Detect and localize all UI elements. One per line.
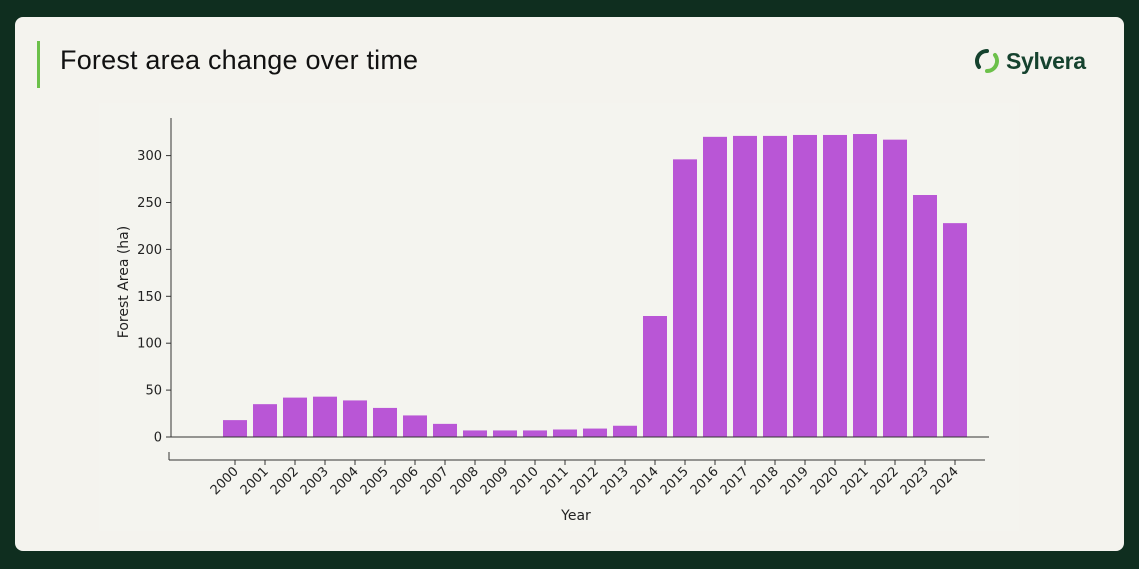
x-tick-label: 2017 xyxy=(718,464,752,498)
bar-2024 xyxy=(943,223,967,437)
x-tick-label: 2002 xyxy=(268,464,302,498)
x-tick-label: 2020 xyxy=(808,464,842,498)
x-tick-label: 2018 xyxy=(748,464,782,498)
x-tick-label: 2004 xyxy=(328,464,362,498)
bar-2010 xyxy=(523,430,547,437)
bar-2012 xyxy=(583,428,607,437)
x-tick-label: 2006 xyxy=(388,464,422,498)
x-tick-label: 2001 xyxy=(238,464,272,498)
bar-2016 xyxy=(703,136,727,437)
x-tick-label: 2010 xyxy=(508,464,542,498)
bar-2002 xyxy=(283,397,307,437)
bar-2001 xyxy=(253,404,277,437)
y-tick-label: 200 xyxy=(137,243,162,258)
x-axis-label: Year xyxy=(560,508,591,524)
bar-2022 xyxy=(883,139,907,437)
bar-2021 xyxy=(853,134,877,437)
x-tick-label: 2022 xyxy=(868,464,902,498)
x-tick-label: 2003 xyxy=(298,464,332,498)
x-tick-label: 2013 xyxy=(598,464,632,498)
x-tick-label: 2000 xyxy=(208,464,242,498)
y-axis-label: Forest Area (ha) xyxy=(116,226,132,338)
bar-2005 xyxy=(373,407,397,437)
bar-2000 xyxy=(223,420,247,437)
x-tick-label: 2014 xyxy=(628,464,662,498)
y-tick-label: 0 xyxy=(154,431,162,446)
sylvera-logo-icon xyxy=(975,49,999,73)
bar-2023 xyxy=(913,194,937,437)
x-tick-label: 2019 xyxy=(778,464,812,498)
bar-2004 xyxy=(343,400,367,437)
x-tick-label: 2023 xyxy=(898,464,932,498)
x-tick-label: 2009 xyxy=(478,464,512,498)
x-tick-label: 2008 xyxy=(448,464,482,498)
bar-2018 xyxy=(763,135,787,437)
bar-2003 xyxy=(313,396,337,437)
y-tick-label: 250 xyxy=(137,196,162,211)
bar-2011 xyxy=(553,429,577,437)
bar-2019 xyxy=(793,134,817,438)
title-accent-bar xyxy=(37,41,40,88)
plot-area: 0 50 100 150 200 250 300 2000 2001 2002 2003 2004 2… xyxy=(99,103,1019,531)
bar-2015 xyxy=(673,159,697,438)
x-tick-label: 2015 xyxy=(658,464,692,498)
x-tick-label: 2024 xyxy=(928,464,962,498)
x-tick-label: 2007 xyxy=(418,464,452,498)
logo-wordmark: Sylvera xyxy=(1006,47,1086,74)
x-tick-label: 2011 xyxy=(538,464,572,498)
bar-2017 xyxy=(733,135,757,437)
bar-2007 xyxy=(433,423,457,437)
y-tick-label: 150 xyxy=(137,290,162,305)
bar-2020 xyxy=(823,134,847,438)
x-tick-label: 2005 xyxy=(358,464,392,498)
y-tick-label: 300 xyxy=(137,149,162,164)
bar-2006 xyxy=(403,415,427,437)
chart-card: Forest area change over time Sylvera 0 50… xyxy=(15,17,1124,551)
bar-2014 xyxy=(643,315,667,437)
x-tick-label: 2016 xyxy=(688,464,722,498)
y-tick-label: 50 xyxy=(145,384,162,399)
bar-2013 xyxy=(613,425,637,437)
bar-2009 xyxy=(493,430,517,437)
y-tick-label: 100 xyxy=(137,337,162,352)
x-tick-label: 2021 xyxy=(838,464,872,498)
x-tick-label: 2012 xyxy=(568,464,602,498)
brand-logo: Sylvera xyxy=(973,47,1086,75)
bar-2008 xyxy=(463,430,487,437)
page-title: Forest area change over time xyxy=(60,45,419,75)
